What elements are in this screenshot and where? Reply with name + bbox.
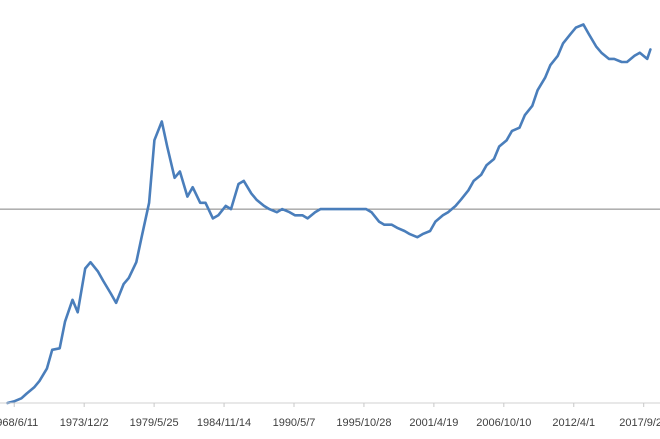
x-tick-label: 1995/10/28 (336, 417, 391, 429)
x-tick-label: 1984/11/14 (197, 417, 251, 429)
series-line (6, 23, 652, 405)
x-tick-label: 2012/4/1 (552, 417, 595, 429)
x-tick-label: 1979/5/25 (130, 417, 179, 429)
x-tick-label: 1990/5/7 (273, 417, 316, 429)
x-axis-tick-labels: 1968/6/11 1973/12/2 1979/5/25 1984/11/14 199… (0, 417, 660, 429)
x-tick-label: 1968/6/11 (0, 417, 38, 429)
x-tick-label: 2001/4/19 (409, 417, 458, 429)
x-axis-ticks (13, 403, 645, 407)
x-tick-label: 2006/10/10 (476, 417, 531, 429)
x-tick-label: 2017/9/22 (619, 417, 660, 429)
x-tick-label: 1973/12/2 (60, 417, 109, 429)
